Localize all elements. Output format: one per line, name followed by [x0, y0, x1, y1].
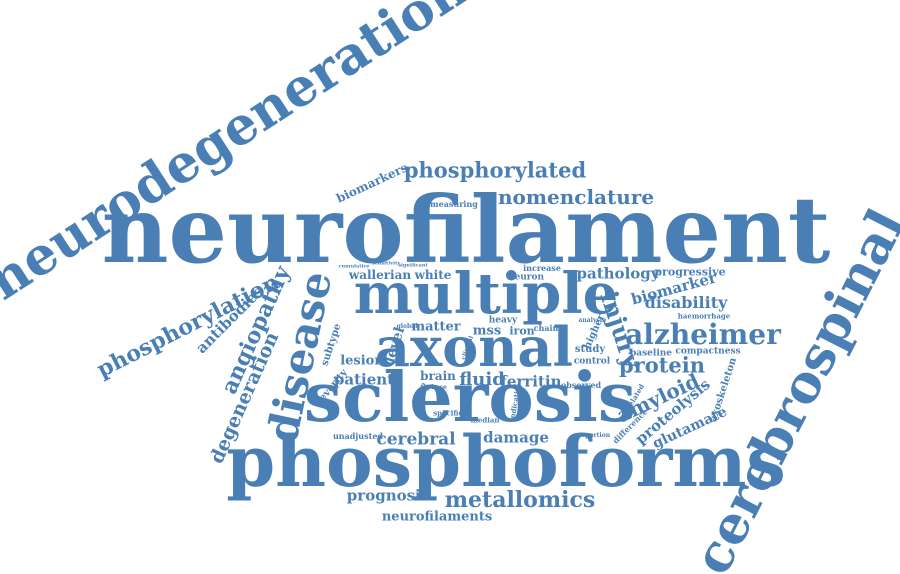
word-control: control: [573, 356, 611, 367]
word-metallomics: metallomics: [444, 487, 596, 513]
word-wallerian: wallerian: [348, 268, 412, 282]
word-sensitivity: sensitivity: [371, 260, 401, 267]
word-median: median: [470, 415, 500, 425]
word-phosphoforms: phosphoforms: [226, 420, 786, 503]
word-brain: brain: [420, 369, 456, 383]
word-neurofilaments: neurofilaments: [381, 509, 493, 525]
word-white: white: [414, 268, 452, 282]
word-study: study: [574, 344, 606, 355]
word-compactness: compactness: [675, 346, 741, 357]
word-axonal: axonal: [375, 315, 573, 379]
word-fluid: fluid: [459, 369, 505, 390]
word-analysis: analysis: [578, 317, 606, 324]
word-lesion: lesion: [340, 353, 384, 369]
word-patient: patient: [333, 370, 395, 389]
word-observed: observed: [560, 380, 602, 390]
word-heavy: heavy: [488, 315, 518, 326]
word-ferritin: ferritin: [500, 372, 562, 391]
word-increase: increase: [523, 263, 561, 273]
word-prognosis: prognosis: [346, 486, 430, 505]
word-chain: chain: [533, 323, 559, 333]
word-unadjusted: unadjusted: [332, 431, 384, 441]
word-proportion: proportion: [573, 432, 611, 439]
word-multiple: multiple: [353, 261, 619, 327]
word-protein: protein: [618, 352, 706, 378]
word-phosphorylated: phosphorylated: [403, 157, 587, 183]
word-disability: disability: [644, 293, 728, 312]
word-baseline: baseline: [629, 348, 673, 359]
word-progressive: progressive: [654, 265, 726, 279]
word-nomenclature: nomenclature: [497, 185, 655, 209]
word-damage: damage: [483, 428, 549, 447]
word-cumulative: cumulative: [338, 263, 370, 270]
word-phase: phase: [427, 384, 447, 391]
word-measuring: measuring: [430, 199, 478, 209]
word-cerebral: cerebral: [376, 429, 456, 450]
word-sclerosis: sclerosis: [303, 358, 637, 438]
word-pathology: pathology: [576, 264, 660, 283]
word-specific: specific: [433, 408, 463, 418]
word-neurofilament: neurofilament: [101, 176, 831, 284]
word-mss: mss: [472, 323, 502, 339]
word-haemorrhage: haemorrhage: [677, 311, 731, 321]
word-global: global: [396, 323, 418, 330]
word-iron: iron: [509, 324, 535, 338]
word-alzheimer: alzheimer: [625, 318, 781, 351]
word-matter: matter: [411, 319, 461, 335]
word-significant: significant: [398, 262, 428, 269]
word-neuron: neuron: [507, 272, 545, 283]
